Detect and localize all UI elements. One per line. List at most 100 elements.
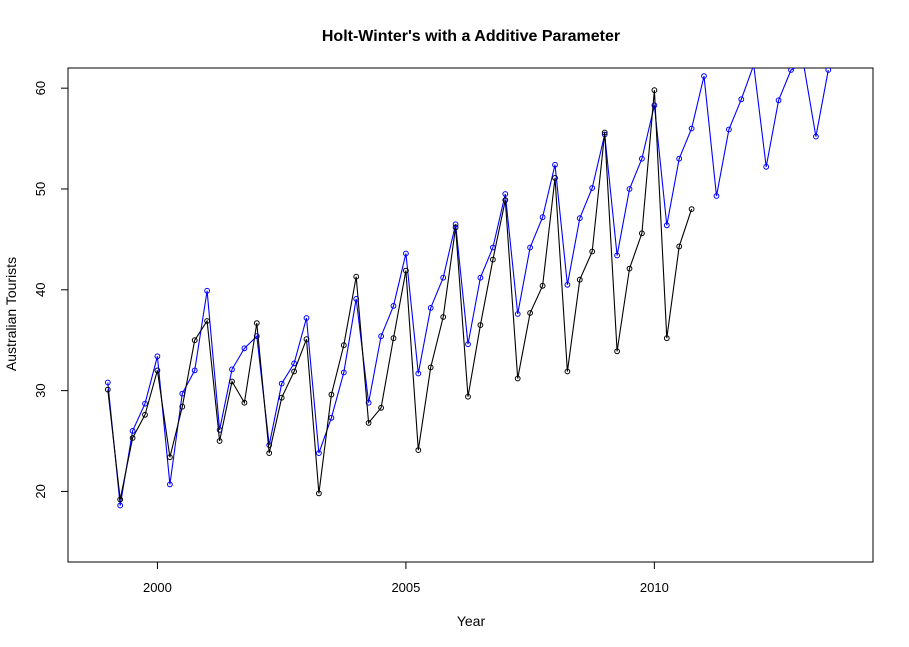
x-tick-label: 2010 [640,580,669,595]
data-point [726,126,732,133]
data-point [514,375,521,382]
data-point [241,399,248,406]
y-tick-label: 30 [33,383,48,397]
data-point [191,367,198,374]
x-axis: 2000 2005 2010 [143,562,669,595]
data-point [576,215,583,222]
data-point [813,133,819,140]
data-point [440,274,447,281]
data-point [229,366,235,373]
data-point [514,311,521,317]
data-point [663,222,670,229]
data-point [316,490,322,497]
data-point [303,336,310,343]
data-point [427,364,434,371]
series-line [107,90,693,500]
data-point [129,428,136,434]
chart-title: Holt-Winter's with a Additive Parameter [322,28,620,45]
data-point [614,348,620,355]
data-point [378,333,385,340]
data-point [502,197,509,204]
data-point [825,68,832,73]
data-point [564,368,571,375]
data-point [104,379,111,386]
data-point [676,155,683,162]
data-point [527,244,533,251]
data-point [403,250,409,257]
data-point [564,281,571,288]
data-point [751,63,756,68]
data-point [104,386,111,393]
data-point [353,273,360,280]
series-layer [104,61,832,509]
data-point [278,394,285,401]
data-point [651,87,658,94]
series-1 [104,87,695,503]
data-point [552,175,558,181]
data-point [626,186,633,192]
data-point [266,450,273,457]
data-point [415,447,422,454]
series-0 [104,61,832,509]
data-point [576,276,583,283]
data-point [167,481,173,488]
x-axis-label: Year [457,613,486,629]
data-point [365,420,372,426]
data-point [117,496,124,503]
data-point [452,221,459,228]
data-point [626,265,633,272]
data-point [154,353,161,360]
data-point [502,191,509,197]
data-point [340,342,347,349]
data-point [291,360,298,367]
y-tick-label: 20 [33,484,48,498]
data-point [639,155,645,162]
data-point [601,129,608,136]
data-point [788,68,794,73]
data-point [477,274,484,281]
data-point [117,502,124,509]
data-point [539,282,546,289]
data-point [415,370,422,377]
data-point [291,368,298,375]
data-point [403,267,409,274]
data-point [477,322,484,329]
data-point [278,380,285,387]
data-point [775,97,782,104]
data-point [129,435,136,441]
data-point [688,125,695,132]
data-point [229,378,235,385]
data-point [440,314,447,320]
data-point [465,393,471,400]
data-point [801,61,806,66]
data-point [663,335,670,342]
data-point [253,320,260,327]
data-point [738,96,745,103]
data-point [589,185,596,191]
data-point [552,161,558,168]
data-point [427,305,434,311]
y-axis-label: Australian Tourists [3,257,19,371]
data-point [465,341,471,348]
data-point [167,454,173,461]
data-point [204,318,211,324]
data-point [614,252,620,259]
data-point [639,230,645,237]
data-point [154,367,161,374]
data-point [365,399,372,406]
data-point [539,214,546,221]
data-point [204,287,211,294]
data-point [241,345,248,352]
data-point [340,369,347,376]
data-point [651,102,658,109]
data-point [763,163,770,170]
data-point [452,224,459,231]
data-point [390,335,397,342]
y-tick-label: 40 [33,283,48,297]
y-axis: 20 30 40 50 60 [33,81,68,499]
data-point [527,310,533,316]
y-tick-label: 50 [33,182,48,196]
y-tick-label: 60 [33,81,48,95]
